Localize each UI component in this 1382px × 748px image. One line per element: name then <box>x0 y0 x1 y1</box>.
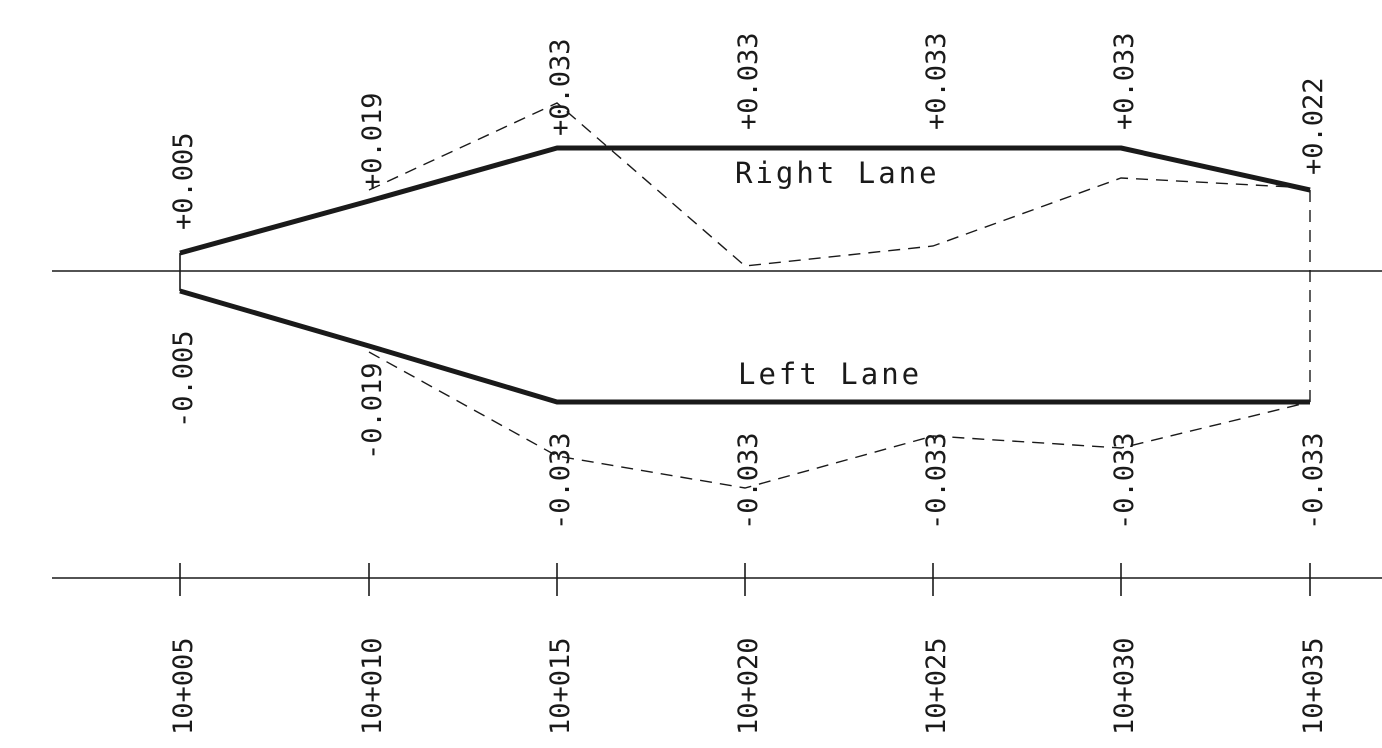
right-slope-label: +0.033 <box>545 38 576 136</box>
left-slope-label: -0.033 <box>1109 432 1140 530</box>
station-label: 10+030 <box>1109 637 1140 735</box>
right-lane-label: Right Lane <box>735 156 940 190</box>
left-slope-label: -0.033 <box>921 432 952 530</box>
left-slope-label: -0.019 <box>357 362 388 460</box>
right-lane-measured-line <box>368 102 1311 267</box>
station-label: 10+005 <box>168 637 199 735</box>
station-label: 10+020 <box>733 637 764 735</box>
left-lane-label: Left Lane <box>738 357 922 391</box>
right-slope-label: +0.005 <box>168 132 199 230</box>
left-slope-label: -0.033 <box>545 432 576 530</box>
left-lane-measured-line <box>368 351 1311 489</box>
station-label: 10+015 <box>545 637 576 735</box>
right-slope-label: +0.033 <box>921 32 952 130</box>
right-slope-label: +0.019 <box>357 92 388 190</box>
left-slope-label: -0.033 <box>733 432 764 530</box>
station-label: 10+010 <box>357 637 388 735</box>
right-slope-label: +0.033 <box>1109 32 1140 130</box>
left-slope-label: -0.005 <box>168 330 199 428</box>
left-slope-label: -0.033 <box>1298 432 1329 530</box>
right-slope-label: +0.022 <box>1298 77 1329 175</box>
right-slope-label: +0.033 <box>733 32 764 130</box>
left-lane-design-line <box>179 288 1310 405</box>
station-label: 10+025 <box>921 637 952 735</box>
station-label: 10+035 <box>1298 637 1329 735</box>
right-lane-design-line <box>179 145 1311 256</box>
